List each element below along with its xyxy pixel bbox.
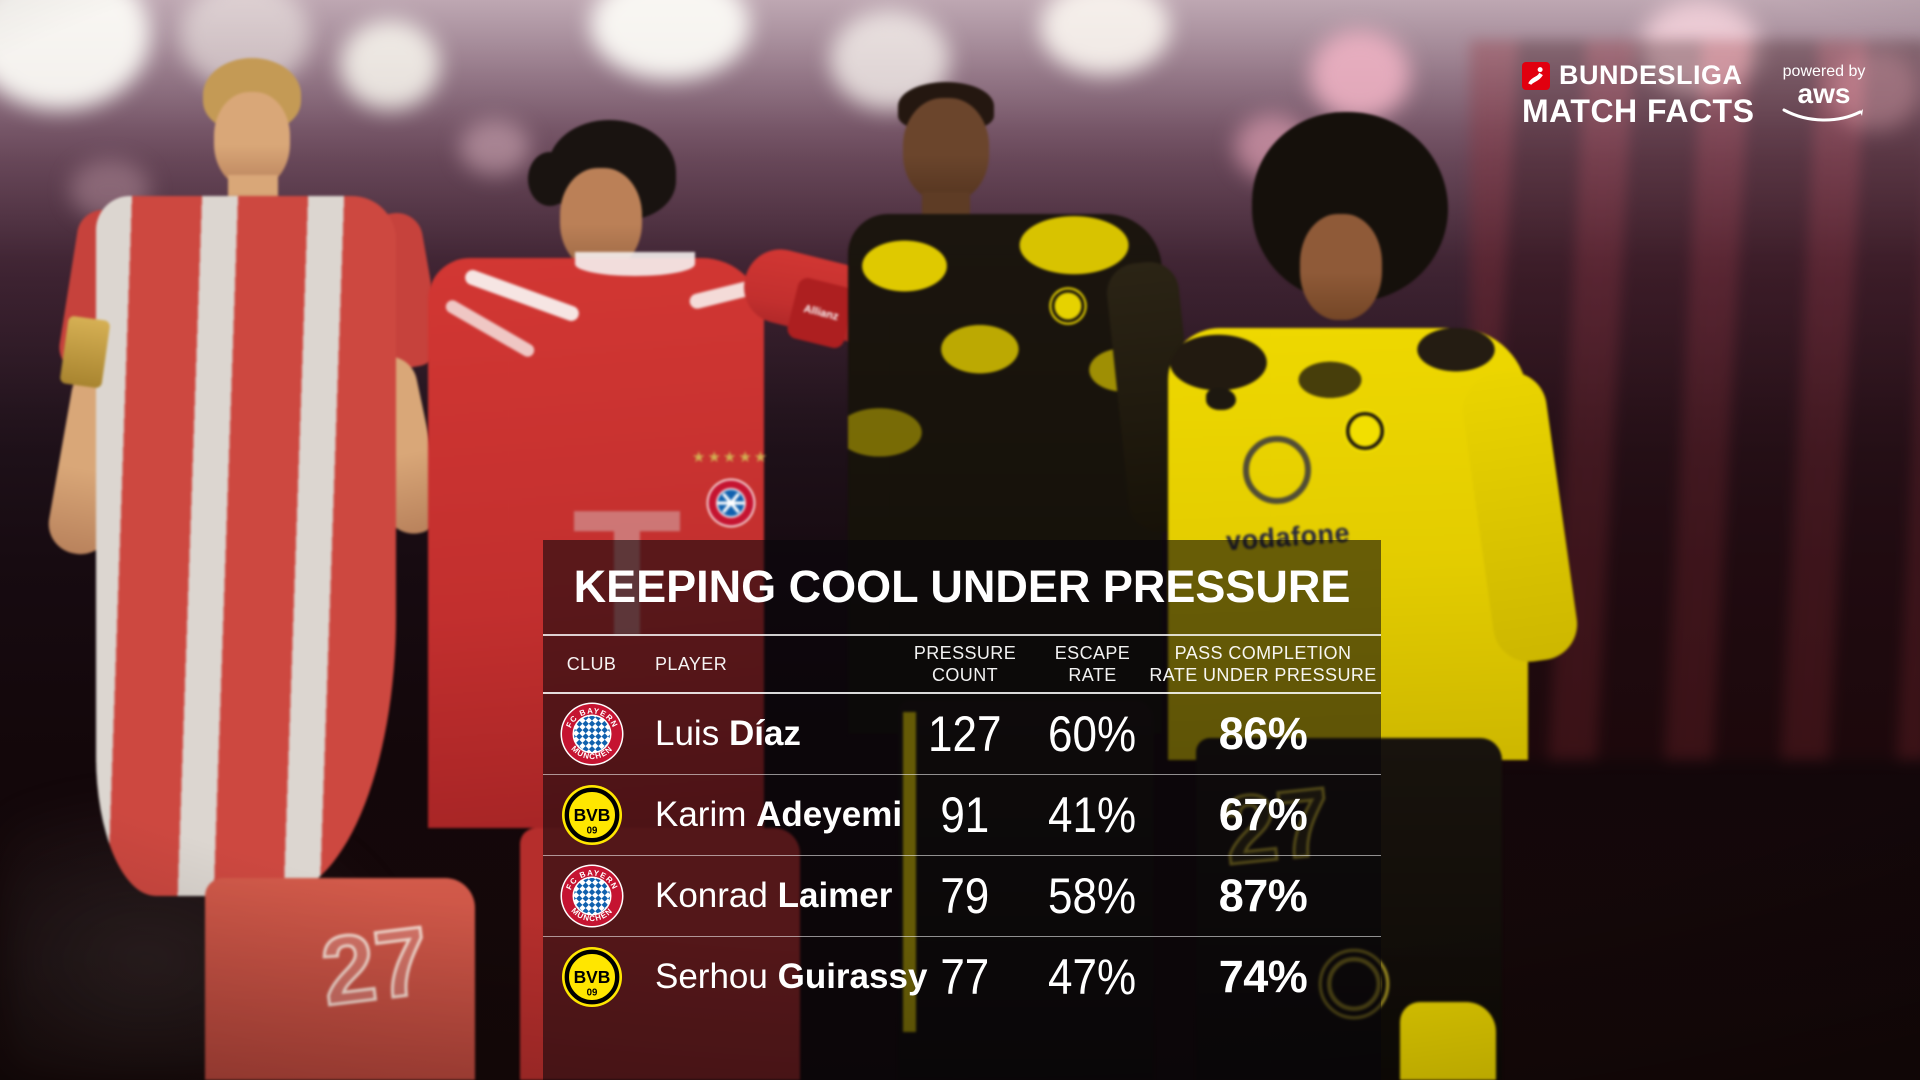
bundesliga-wordmark: BUNDESLIGA [1559, 60, 1743, 90]
bokeh-light [1640, 0, 1760, 95]
column-header-escape-rate: ESCAPE RATE [1054, 642, 1131, 686]
vodafone-roundel-icon [1243, 436, 1311, 504]
player-name: Konrad Laimer [640, 876, 893, 916]
stat-escape-rate: 41% [1048, 787, 1137, 843]
player-last-name: Adeyemi [756, 795, 903, 834]
player-name: Luis Díaz [640, 714, 890, 754]
club-badge-bvb-icon: BVB 09 [561, 784, 622, 846]
player-first-name: Konrad [655, 876, 768, 915]
club-badge-bayern-icon: FC BAYERN MÜNCHEN [560, 864, 623, 928]
table-row: FC BAYERN MÜNCHEN Luis Díaz 127 60% 86% [543, 694, 1381, 774]
aws-branding: powered by aws [1772, 63, 1876, 130]
bundesliga-logo-icon [1522, 61, 1550, 90]
player-face [1300, 214, 1382, 320]
player-last-name: Guirassy [777, 957, 928, 996]
player-last-name: Laimer [777, 876, 893, 915]
bokeh-light [1310, 30, 1410, 120]
svg-text:09: 09 [586, 987, 597, 998]
bvb-crest-mini-icon [1049, 287, 1087, 325]
bayern-crest-stars: ★★★★★ [692, 449, 770, 466]
stat-pressure-count: 77 [940, 949, 990, 1005]
player-first-name: Luis [655, 714, 720, 753]
table-header-row: CLUB PLAYER PRESSURE COUNT ESCAPE RATE P… [543, 636, 1381, 694]
player-face [214, 92, 290, 188]
player-first-name: Karim [655, 795, 747, 834]
stat-escape-rate: 58% [1048, 868, 1137, 924]
club-badge-cell: BVB 09 [543, 946, 640, 1008]
match-facts-wordmark: MATCH FACTS [1522, 93, 1755, 129]
svg-text:BVB: BVB [573, 805, 610, 825]
bokeh-light [460, 120, 530, 175]
player-last-name: Díaz [728, 714, 801, 753]
svg-text:BVB: BVB [573, 967, 610, 987]
stat-pass-completion: 86% [1218, 708, 1308, 759]
stat-pass-completion: 87% [1218, 870, 1308, 921]
bayern-crest-mini-icon [706, 478, 756, 528]
bokeh-light [340, 20, 440, 110]
stats-panel: KEEPING COOL UNDER PRESSURE CLUB PLAYER … [543, 540, 1381, 1080]
stat-pass-completion: 67% [1218, 789, 1308, 840]
player-face [903, 98, 989, 202]
jersey-body [96, 196, 396, 896]
club-badge-bayern-icon: FC BAYERN MÜNCHEN [560, 702, 623, 766]
panel-title: KEEPING COOL UNDER PRESSURE [543, 540, 1381, 636]
table-row: BVB 09 Karim Adeyemi 91 41% 67% [543, 774, 1381, 855]
bundesliga-match-facts-branding: BUNDESLIGA MATCH FACTS [1522, 60, 1754, 130]
table-row: FC BAYERN MÜNCHEN Konrad Laimer 79 58% 8… [543, 855, 1381, 936]
column-header-pressure-count: PRESSURE COUNT [913, 642, 1017, 686]
svg-text:09: 09 [586, 825, 597, 836]
club-badge-cell: BVB 09 [543, 784, 640, 846]
jersey-collar [575, 252, 695, 276]
stat-escape-rate: 60% [1048, 706, 1137, 762]
aws-smile-icon [1782, 108, 1863, 122]
powered-by-label: powered by [1782, 63, 1866, 80]
bokeh-light [1040, 0, 1170, 75]
bvb-crest-mini-icon [1343, 409, 1387, 453]
column-header-club: CLUB [566, 653, 617, 674]
table-row: BVB 09 Serhou Guirassy 77 47% 74% [543, 936, 1381, 1017]
aws-wordmark: aws [1797, 78, 1851, 109]
club-badge-cell: FC BAYERN MÜNCHEN [543, 864, 640, 928]
player-name: Karim Adeyemi [640, 795, 902, 835]
stat-pressure-count: 79 [940, 868, 990, 924]
column-header-pass-completion: PASS COMPLETION RATE UNDER PRESSURE [1149, 642, 1377, 686]
club-badge-bvb-icon: BVB 09 [561, 946, 622, 1008]
shorts [205, 878, 475, 1080]
column-header-player: PLAYER [655, 653, 728, 674]
player-sock [1400, 1002, 1496, 1080]
stat-pressure-count: 91 [940, 787, 990, 843]
player-first-name: Serhou [655, 957, 768, 996]
puma-logo [1206, 388, 1236, 410]
stat-escape-rate: 47% [1048, 949, 1137, 1005]
player-name: Serhou Guirassy [640, 957, 927, 997]
stat-pressure-count: 127 [928, 706, 1002, 762]
stat-pass-completion: 74% [1218, 951, 1308, 1002]
club-badge-cell: FC BAYERN MÜNCHEN [543, 702, 640, 766]
